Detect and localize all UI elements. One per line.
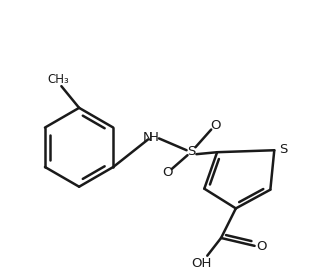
Text: CH₃: CH₃	[47, 73, 69, 86]
Text: O: O	[210, 119, 220, 132]
Text: S: S	[187, 145, 196, 158]
Text: H: H	[149, 131, 159, 144]
Text: N: N	[142, 131, 152, 144]
Text: O: O	[256, 240, 267, 253]
Text: OH: OH	[191, 257, 212, 270]
Text: S: S	[279, 143, 287, 156]
Text: O: O	[163, 167, 173, 179]
